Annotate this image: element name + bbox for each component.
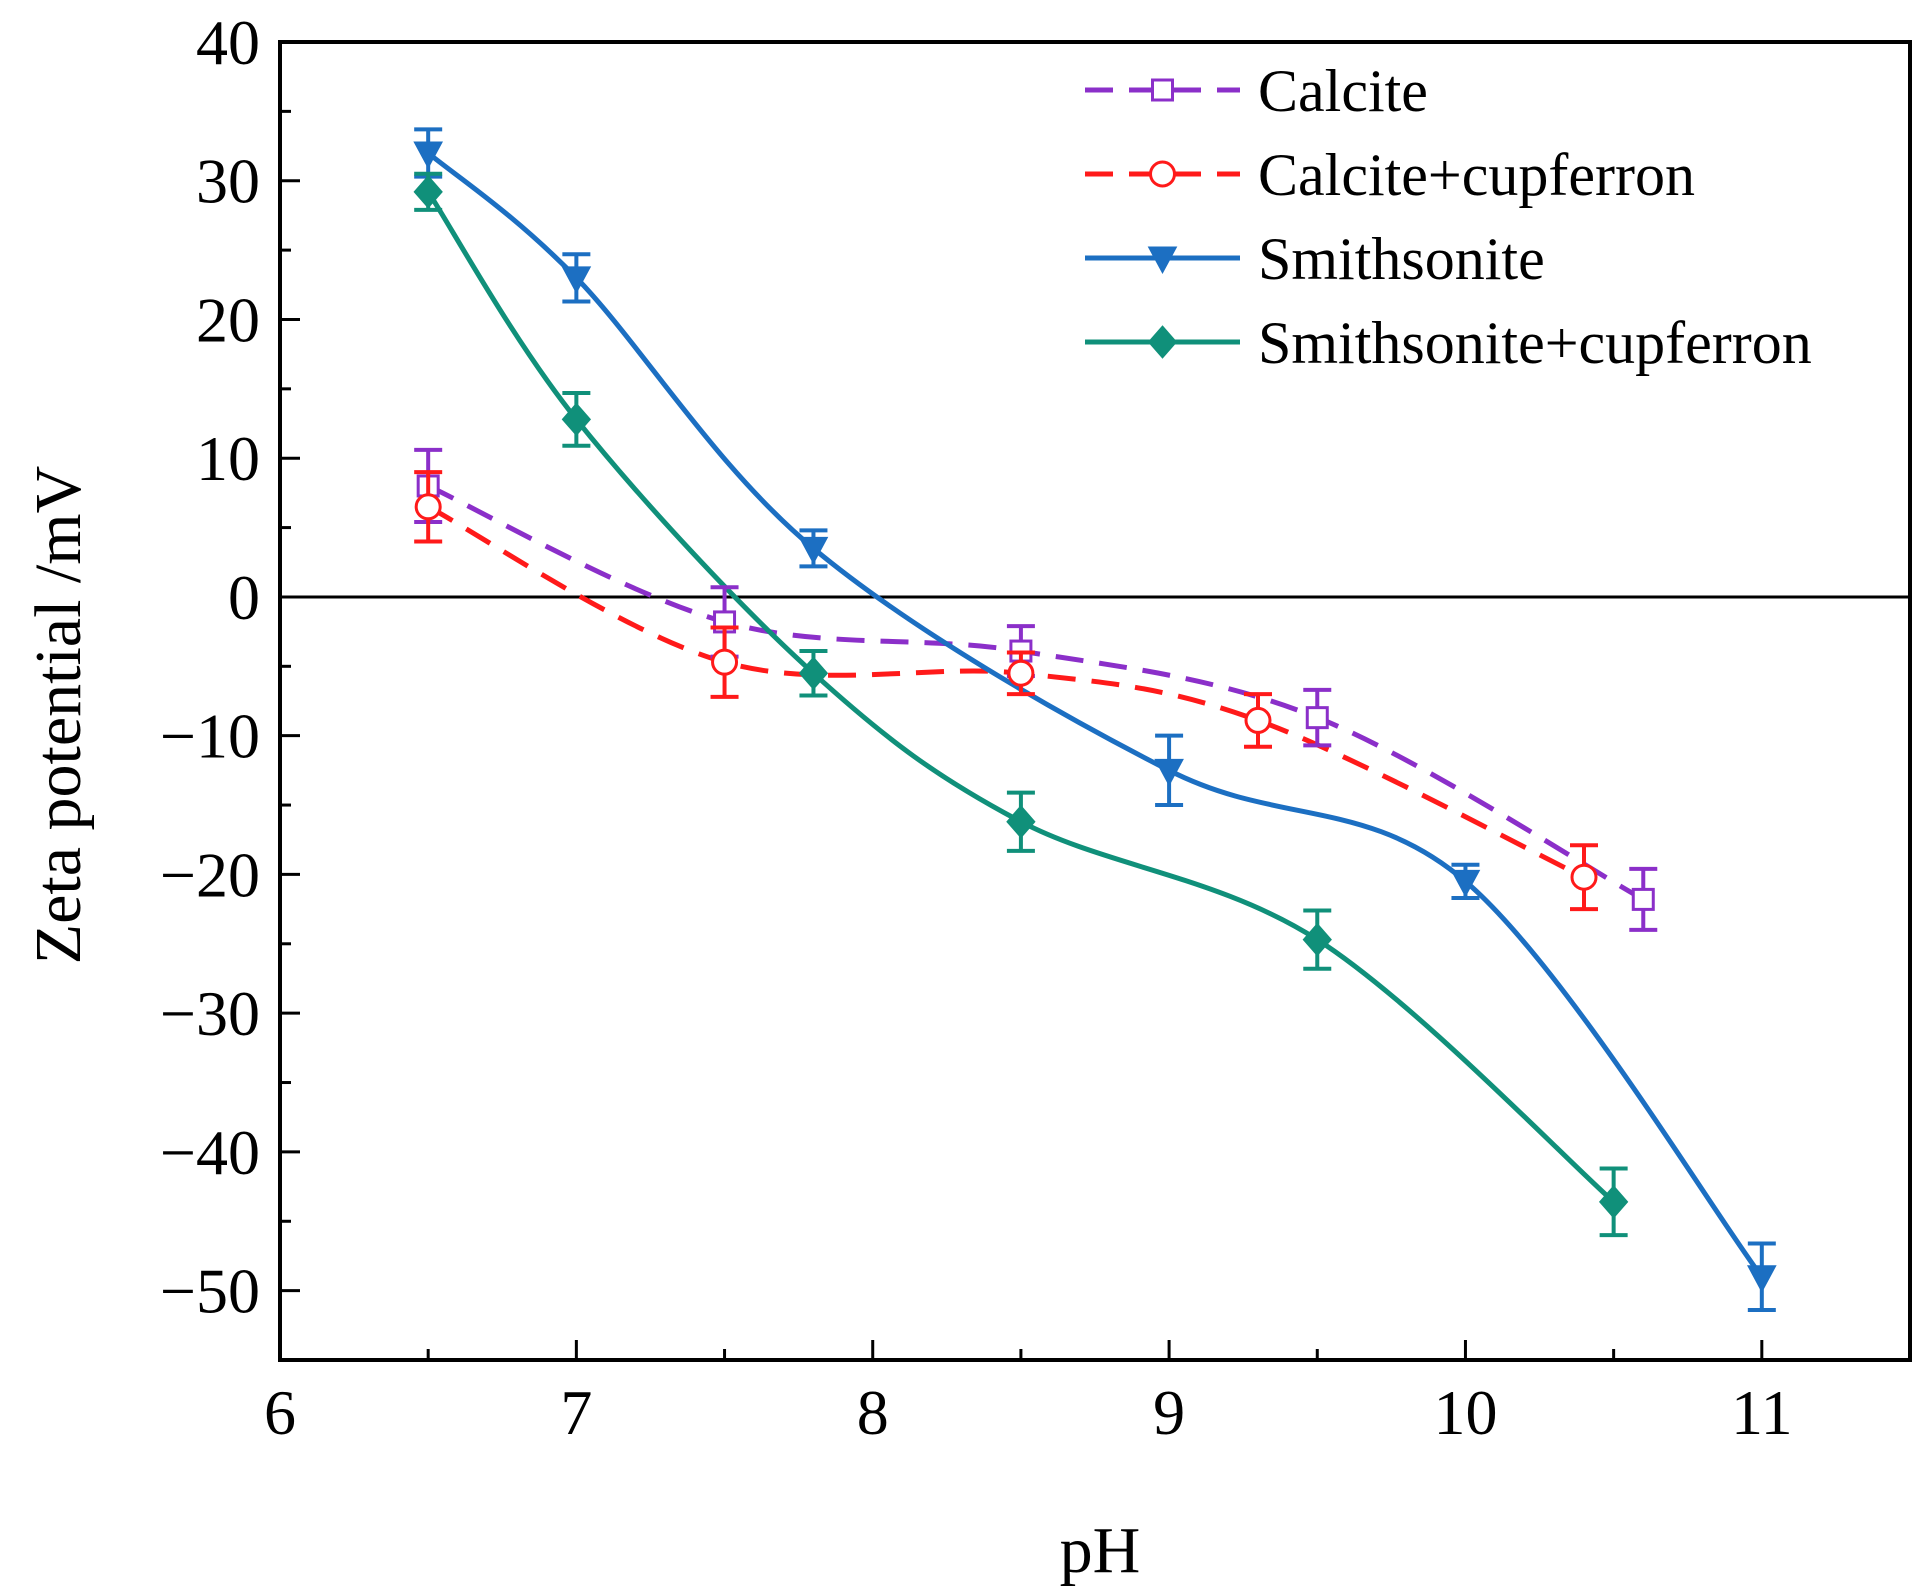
data-point-calcite-cupferron — [1007, 659, 1035, 687]
data-point-smithsonite — [1746, 1265, 1777, 1293]
series-line-smithsonite — [426, 151, 1764, 1279]
x-tick-label: 10 — [1433, 1377, 1497, 1448]
data-point-calcite-cupferron — [1570, 863, 1598, 891]
data-point-calcite — [1305, 706, 1329, 730]
legend: Calcite Calcite+cupferron Smithsonite Smith… — [1085, 58, 1812, 376]
y-tick-label: 20 — [196, 284, 260, 355]
legend-item-calcite: Calcite — [1085, 58, 1428, 124]
series-line-calcite-cupferron — [427, 504, 1586, 880]
y-axis-title: Zeta potential /mV — [22, 466, 95, 965]
data-point-smithsonite — [413, 141, 444, 170]
y-tick-label: −40 — [160, 1117, 260, 1188]
data-point-calcite-cupferron — [711, 648, 739, 676]
y-tick-label: −10 — [160, 701, 260, 772]
axes: 6 7 8 9 10 11 40 30 20 10 0 −10 −20 −30 −40 −50 — [160, 7, 1912, 1448]
y-tick-label: −20 — [160, 839, 260, 910]
legend-marker — [1147, 325, 1178, 359]
data-point-smithsonite-cupferron — [1302, 922, 1332, 957]
data-point-calcite-cupferron — [414, 493, 442, 521]
series-line-smithsonite-cupferron — [426, 190, 1616, 1204]
plot-area — [280, 127, 1910, 1313]
legend-item-smithsonite: Smithsonite — [1085, 226, 1545, 292]
legend-marker — [1147, 246, 1178, 275]
x-tick-label: 7 — [560, 1377, 592, 1448]
legend-marker — [1149, 160, 1176, 188]
x-tick-label: 6 — [264, 1377, 296, 1448]
legend-label: Smithsonite — [1258, 226, 1545, 292]
data-point-smithsonite-cupferron — [798, 656, 829, 691]
x-axis-title: pH — [1060, 1514, 1141, 1587]
data-point-calcite — [1631, 887, 1655, 911]
x-tick-label: 9 — [1153, 1377, 1185, 1448]
legend-item-smithsonite-cupferron: Smithsonite+cupferron — [1085, 310, 1812, 376]
data-point-smithsonite-cupferron — [1598, 1185, 1629, 1219]
x-tick-label: 11 — [1731, 1377, 1793, 1448]
x-tick-label: 8 — [857, 1377, 889, 1448]
data-point-smithsonite — [1154, 758, 1184, 787]
series-line-calcite — [427, 483, 1645, 902]
legend-marker — [1151, 78, 1174, 102]
y-tick-label: −50 — [160, 1256, 260, 1327]
data-point-smithsonite-cupferron — [1006, 804, 1036, 839]
legend-label: Smithsonite+cupferron — [1258, 310, 1812, 376]
y-tick-label: −30 — [160, 978, 260, 1049]
y-tick-label: 40 — [196, 7, 260, 78]
data-point-smithsonite — [798, 536, 829, 565]
data-point-calcite-cupferron — [1244, 706, 1272, 734]
legend-label: Calcite+cupferron — [1258, 142, 1695, 208]
legend-item-calcite-cupferron: Calcite+cupferron — [1085, 142, 1695, 208]
legend-label: Calcite — [1258, 58, 1428, 124]
y-tick-label: 10 — [196, 423, 260, 494]
data-point-smithsonite-cupferron — [413, 175, 443, 209]
data-point-smithsonite — [561, 266, 592, 294]
data-point-smithsonite-cupferron — [561, 402, 592, 437]
y-tick-label: 30 — [196, 146, 260, 217]
data-point-smithsonite — [1450, 869, 1481, 898]
y-tick-label: 0 — [228, 562, 260, 633]
plot-frame — [278, 40, 1912, 1362]
